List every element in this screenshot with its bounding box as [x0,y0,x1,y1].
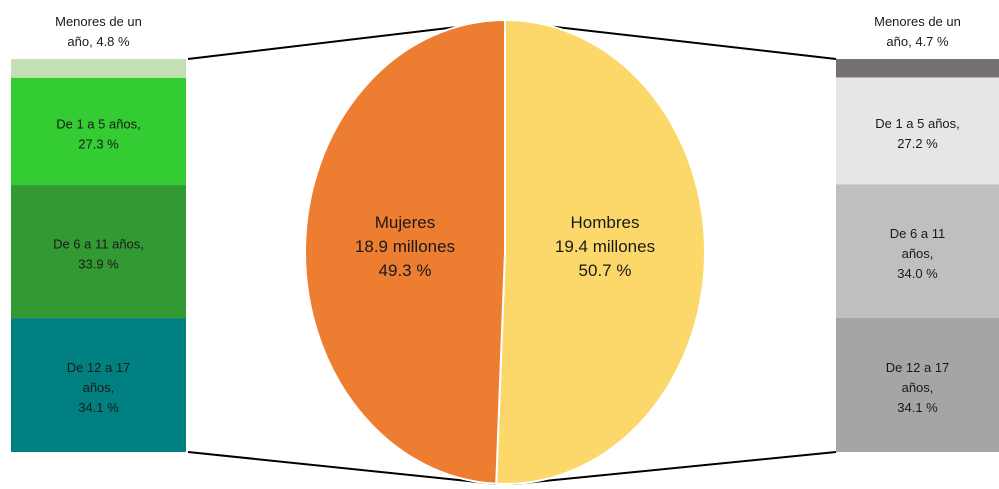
bar-segment-mujeres-2-label-line: 33.9 % [78,257,119,272]
bar-segment-hombres-1 [836,77,999,185]
pie-label-line: 19.4 millones [555,237,655,256]
pie-slice-mujeres [303,18,506,485]
bar-segment-hombres-3-label-line: De 12 a 17 [886,360,950,375]
bar-segment-mujeres-0-label-line: año, 4.8 % [67,34,130,49]
bar-segment-hombres-0-label: Menores de un año, 4.7 % [874,14,961,49]
bar-segment-mujeres-1-label: De 1 a 5 años, 27.3 % [56,116,141,151]
bar-segment-hombres-1-label-line: 27.2 % [897,136,938,151]
bar-segment-hombres-2-label-line: años, [902,246,934,261]
bar-segment-mujeres-1 [11,77,186,186]
pie-label-line: Mujeres [375,213,435,232]
bar-segment-mujeres-3-label-line: años, [83,380,115,395]
bar-segment-mujeres-3-label-line: 34.1 % [78,400,119,415]
bar-segment-hombres-3 [836,317,999,452]
connector-lines [187,21,837,485]
bar-hombres-age-breakdown: Menores de un año, 4.7 % De 1 a 5 años, 27.… [836,14,999,452]
bar-segment-mujeres-0-label: Menores de un año, 4.8 % [55,14,142,49]
bar-segment-mujeres-0-label-line: Menores de un [55,14,142,29]
bar-segment-hombres-3-label-line: años, [902,380,934,395]
pie-gender: Mujeres 18.9 millones 49.3 % Hombres 19.4 mi… [303,18,706,485]
bar-segment-hombres-1-label: De 1 a 5 años, 27.2 % [875,116,960,151]
bar-segment-mujeres-1-label-line: 27.3 % [78,136,119,151]
bar-segment-mujeres-0 [11,59,186,78]
bar-segment-mujeres-2-label: De 6 a 11 años, 33.9 % [53,237,144,272]
bar-segment-hombres-2-label: De 6 a 11 años, 34.0 % [890,226,945,281]
bar-segment-hombres-1-label-line: De 1 a 5 años, [875,116,960,131]
connector-right-top [511,21,837,60]
bar-segment-hombres-3-label: De 12 a 17 años, 34.1 % [886,360,950,415]
bar-mujeres-age-breakdown: Menores de un año, 4.8 % De 1 a 5 años, 27.… [11,14,186,452]
bar-segment-hombres-0-label-line: Menores de un [874,14,961,29]
pie-slice-hombres [495,18,706,485]
bar-segment-mujeres-3-label-line: De 12 a 17 [67,360,131,375]
pie-label-line: Hombres [571,213,640,232]
pie-label-hombres: Hombres 19.4 millones 50.7 % [555,213,655,280]
bar-segment-hombres-2-label-line: 34.0 % [897,266,938,281]
bar-segment-mujeres-3 [11,318,186,452]
bar-segment-hombres-0 [836,59,999,78]
bar-segment-mujeres-2-label-line: De 6 a 11 años, [53,237,144,252]
bar-segment-hombres-0-label-line: año, 4.7 % [886,34,949,49]
bar-segment-mujeres-2 [11,185,186,319]
bar-segment-hombres-3-label-line: 34.1 % [897,400,938,415]
pie-label-line: 18.9 millones [355,237,455,256]
pie-label-line: 50.7 % [579,261,632,280]
bar-segment-hombres-2-label-line: De 6 a 11 [890,226,945,241]
bar-segment-mujeres-3-label: De 12 a 17 años, 34.1 % [67,360,131,415]
pie-label-mujeres: Mujeres 18.9 millones 49.3 % [355,213,455,280]
bar-segment-mujeres-1-label-line: De 1 a 5 años, [56,116,141,131]
pie-label-line: 49.3 % [379,261,432,280]
connector-left-bottom [187,451,498,485]
connector-left-top [187,21,500,60]
connector-right-bottom [513,451,837,485]
bar-segment-hombres-2 [836,184,999,318]
